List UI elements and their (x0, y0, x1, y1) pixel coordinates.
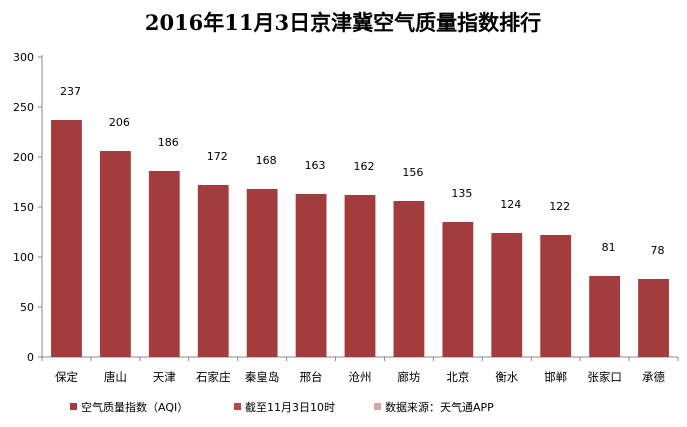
data-label: 168 (256, 154, 277, 167)
data-label: 237 (60, 85, 81, 98)
legend-swatch (374, 403, 381, 410)
data-label: 135 (451, 187, 472, 200)
legend-entry-label: 数据来源：天气通APP (385, 400, 494, 414)
x-tick-label: 沧州 (349, 370, 372, 384)
x-tick-label: 保定 (55, 370, 78, 384)
axis-layer: 0 50 100 150 200 250 300 保定 唐山 天津 石家庄 秦皇岛 邢台 沧州 廊坊 北京 衡水… (13, 51, 679, 384)
bar-7 (344, 195, 376, 357)
data-label: 162 (354, 160, 375, 173)
x-tick-label: 石家庄 (196, 370, 231, 384)
chart-title: 2016年11月3日京津冀空气质量指数排行 (145, 10, 541, 35)
data-label: 206 (109, 116, 130, 129)
legend-swatch (70, 403, 77, 410)
y-tick-label: 250 (13, 101, 34, 114)
bar-2 (99, 151, 131, 357)
data-label: 124 (500, 198, 521, 211)
bar-4 (197, 185, 229, 357)
y-tick-label: 50 (20, 301, 34, 314)
bars-layer (51, 120, 669, 357)
legend-entry-label: 空气质量指数（AQI） (81, 400, 188, 414)
bar-13 (638, 279, 669, 357)
x-tick-label: 邢台 (300, 370, 323, 384)
bar-1 (51, 120, 82, 357)
data-label: 122 (549, 200, 570, 213)
y-tick-label: 150 (13, 201, 34, 214)
x-tick-label: 秦皇岛 (245, 370, 280, 384)
bar-5 (246, 189, 278, 357)
x-tick-label: 廊坊 (397, 370, 420, 384)
bar-8 (393, 201, 425, 357)
data-label: 156 (402, 166, 423, 179)
x-tick-label: 张家口 (587, 370, 622, 384)
bar-11 (540, 235, 572, 357)
bar-6 (295, 194, 327, 357)
data-labels-layer: 237 206 186 172 168 163 162 156 135 124 122 81 78 (60, 85, 665, 257)
x-tick-label: 天津 (153, 370, 176, 384)
x-tick-label: 承德 (642, 370, 665, 384)
y-tick-label: 300 (13, 51, 34, 64)
bar-10 (491, 233, 523, 357)
x-tick-label: 衡水 (495, 370, 518, 384)
legend-swatch (234, 403, 241, 410)
data-label: 172 (207, 150, 228, 163)
legend: 空气质量指数（AQI） 截至11月3日10时 数据来源：天气通APP (70, 400, 494, 414)
data-label: 163 (305, 159, 326, 172)
x-tick-label: 唐山 (104, 370, 127, 384)
y-tick-label: 0 (27, 351, 34, 364)
y-tick-label: 200 (13, 151, 34, 164)
data-label: 186 (158, 136, 179, 149)
x-tick-label: 邯郸 (544, 370, 567, 384)
y-tick-label: 100 (13, 251, 34, 264)
legend-entry-label: 截至11月3日10时 (245, 400, 335, 414)
bar-3 (148, 171, 180, 357)
data-label: 78 (651, 244, 665, 257)
bar-9 (442, 222, 474, 357)
data-label: 81 (602, 241, 616, 254)
bar-12 (589, 276, 621, 357)
x-tick-label: 北京 (446, 370, 469, 384)
